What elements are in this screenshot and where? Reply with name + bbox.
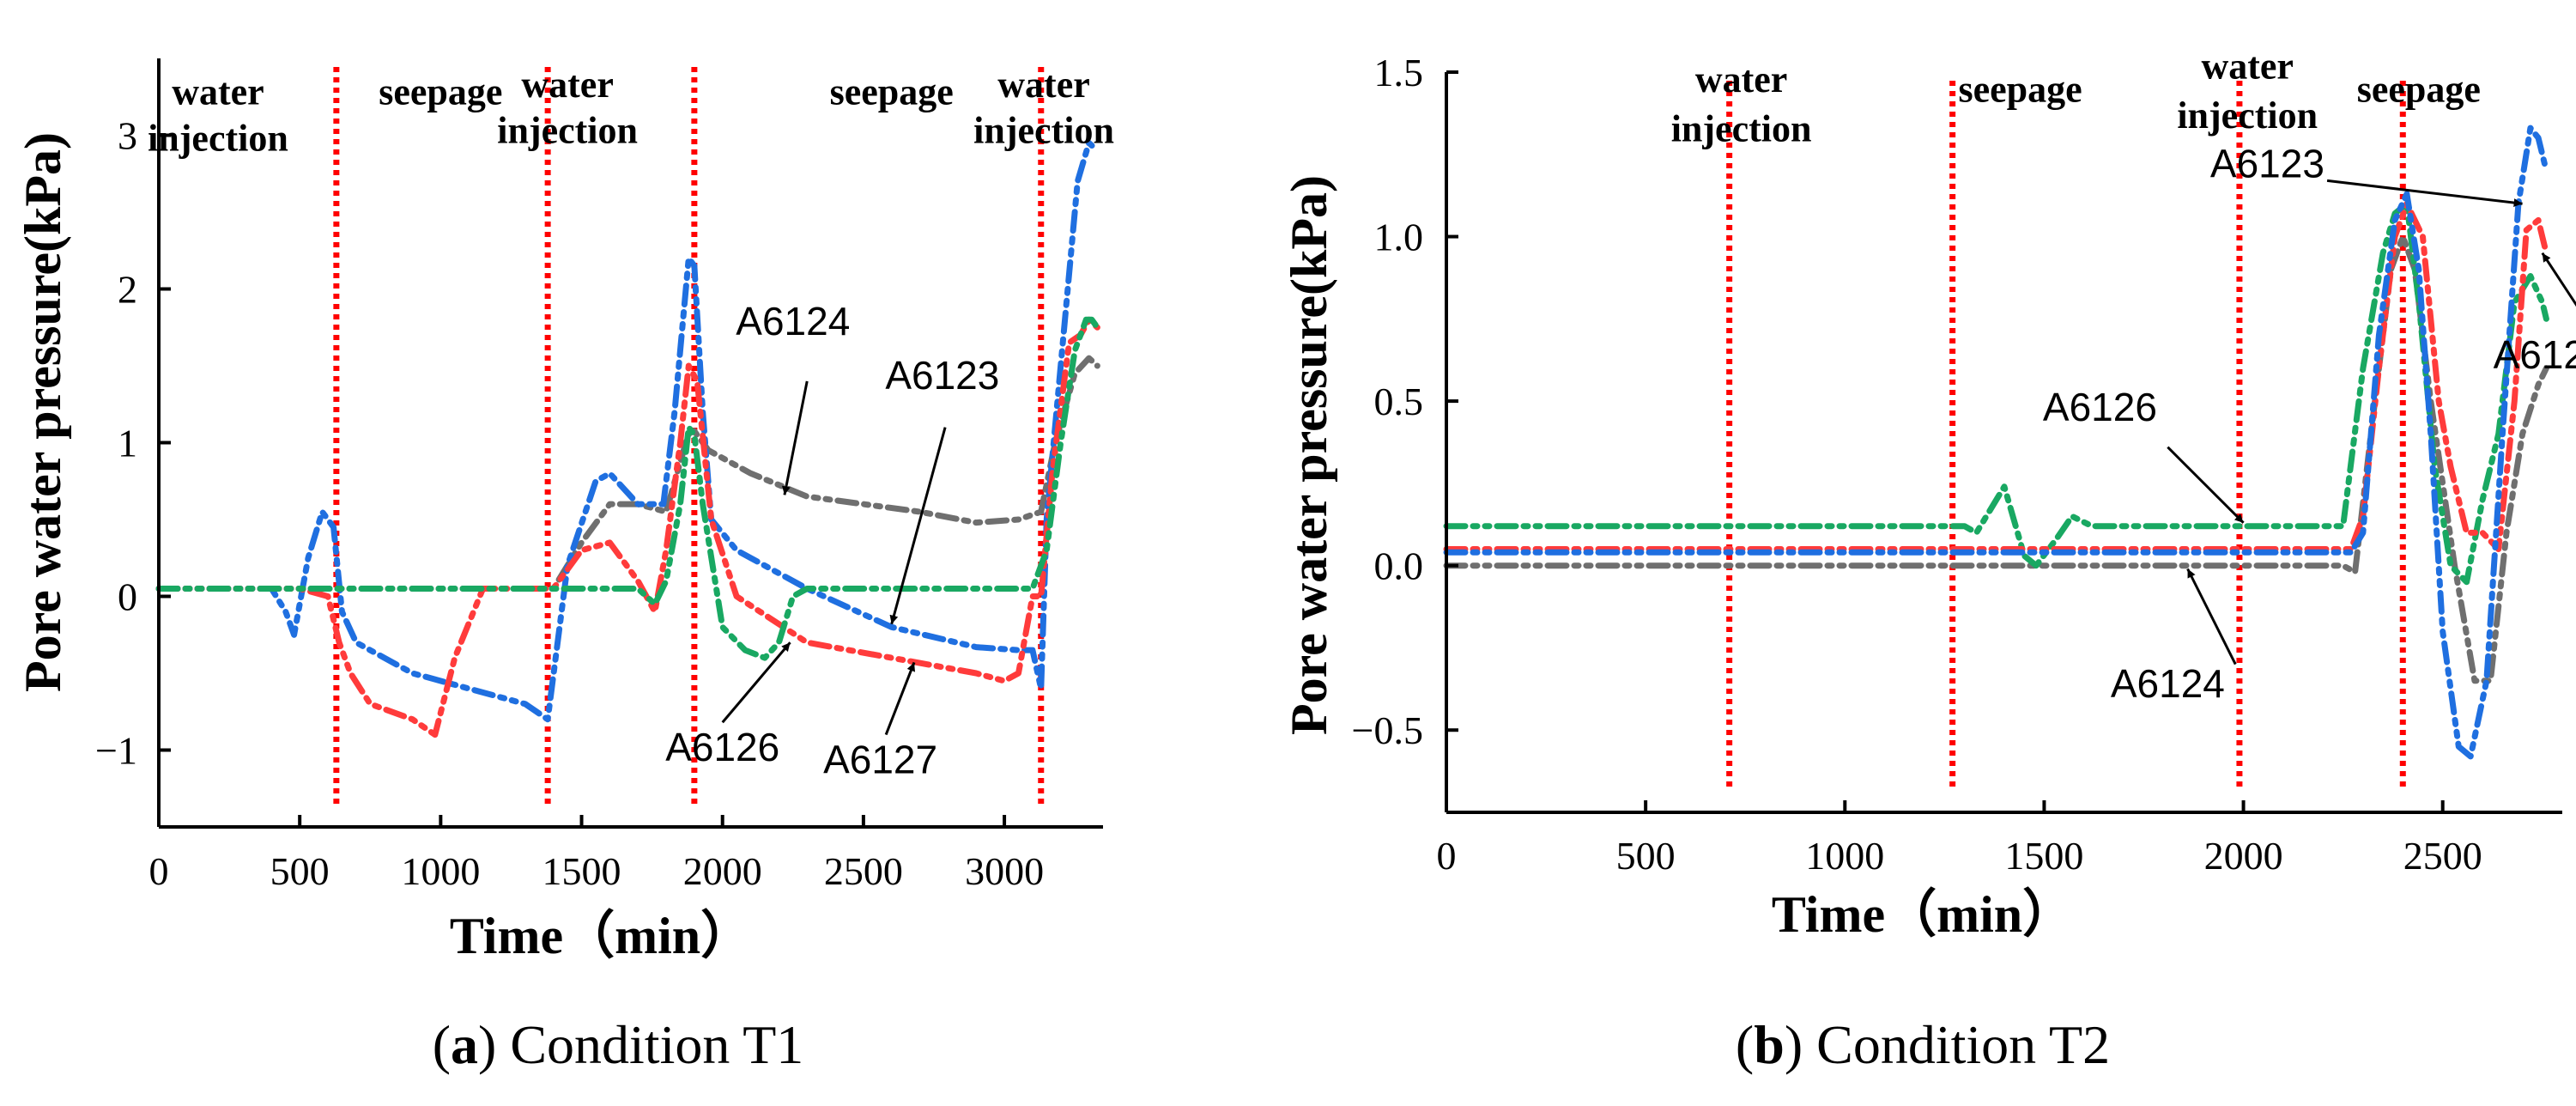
x-tick-label-t1-3000: 3000 [965, 849, 1044, 893]
phase-label-t1-1-1: water [172, 71, 264, 113]
x-axis-title-t1: Time（min） [450, 907, 752, 964]
x-tick-label-t2-500: 500 [1616, 834, 1676, 878]
series-t1 [155, 139, 1100, 738]
tick-labels-t1: 0 500 1000 1500 2000 2500 3000 −1 0 1 2 3 [95, 114, 1044, 894]
tick-labels-t2: 0 500 1000 1500 2000 2500 −0.5 0.0 0.5 1.0 1.5 [1352, 51, 2482, 878]
series-label-a6124-t2: A6124 [2111, 661, 2225, 706]
annotation-arrow-a6123-t2 [2326, 179, 2523, 208]
series-line-a6123-t1 [155, 139, 1100, 723]
series-label-a6126-t1: A6126 [665, 725, 779, 769]
x-tick-label-t2-1500: 1500 [2004, 834, 2083, 878]
annotations-t2: A6123 A6127 A6126 A6124 [2043, 142, 2576, 706]
phase-label-t2-1-2: injection [1671, 107, 1812, 149]
phase-lines-t2 [1726, 81, 2406, 791]
y-tick-label-t2-4: 1.5 [1374, 51, 1424, 94]
phase-label-t1-3-1: water [521, 64, 614, 106]
y-tick-label-t1-4: 3 [118, 114, 137, 158]
chart-panel-t2: 0 500 1000 1500 2000 2500 −0.5 0.0 0.5 1.0 1.5 wat… [1281, 46, 2576, 943]
series-line-a6123-t2 [1443, 125, 2549, 760]
series-t2 [1443, 125, 2549, 760]
x-tick-label-t1-0: 0 [149, 849, 169, 893]
annotation-arrow-a6123-t1 [889, 427, 947, 625]
y-axis-title-t2: Pore water pressure(kPa) [1281, 175, 1337, 735]
y-tick-label-t2-1: 0.0 [1374, 544, 1424, 588]
series-label-a6123-t1: A6123 [885, 353, 999, 398]
x-tick-label-t1-1500: 1500 [542, 849, 621, 893]
phase-label-t2-3-2: injection [2177, 94, 2318, 137]
series-line-a6126-t1 [155, 316, 1100, 661]
x-tick-label-t2-2500: 2500 [2403, 834, 2482, 878]
x-tick-label-t1-2500: 2500 [824, 849, 903, 893]
x-tick-label-t2-2000: 2000 [2204, 834, 2283, 878]
phase-label-t2-2-1: seepage [1958, 68, 2082, 110]
series-label-a6124-t1: A6124 [736, 299, 850, 343]
phase-label-t1-4-1: seepage [830, 71, 954, 113]
caption-a-text: Condition T1 [496, 1014, 803, 1075]
y-tick-label-t1-2: 1 [118, 422, 137, 465]
series-label-a6123-t2: A6123 [2210, 142, 2324, 186]
caption-a-letter: a [451, 1014, 478, 1075]
x-axis-title-t2: Time（min） [1772, 885, 2074, 943]
x-tick-label-t2-1000: 1000 [1805, 834, 1884, 878]
annotation-arrow-a6126-t1 [721, 641, 791, 724]
x-tick-label-t1-1000: 1000 [401, 849, 480, 893]
y-tick-label-t1-3: 2 [118, 268, 137, 312]
phase-label-t1-2-1: seepage [379, 71, 502, 113]
series-label-a6127-t2: A6127 [2494, 332, 2576, 377]
phase-label-t2-4-1: seepage [2357, 68, 2481, 110]
series-label-a6126-t2: A6126 [2043, 385, 2157, 429]
series-line-a6127-t1 [155, 316, 1100, 738]
phase-label-t1-5-2: injection [973, 109, 1114, 151]
phase-labels-t2: water injection seepage water injection seepa… [1671, 46, 2481, 150]
phase-label-t1-3-2: injection [497, 109, 638, 151]
caption-b-letter: b [1754, 1014, 1785, 1075]
y-tick-label-t2-3: 1.0 [1374, 216, 1424, 259]
annotation-arrow-a6127-t1 [884, 661, 916, 736]
phase-label-t2-1-1: water [1695, 58, 1788, 100]
axes-t1 [157, 58, 1103, 829]
annotation-arrow-a6124-t1 [781, 380, 809, 495]
annotation-arrow-a6124-t2 [2186, 568, 2237, 665]
caption-b-text: Condition T2 [1803, 1014, 2110, 1075]
series-label-a6127-t1: A6127 [823, 737, 937, 781]
y-tick-label-t2-0: −0.5 [1352, 708, 1423, 752]
series-line-a6126-t2 [1443, 200, 2549, 586]
x-tick-label-t2-0: 0 [1437, 834, 1457, 878]
phase-label-t2-3-1: water [2201, 46, 2294, 88]
y-tick-label-t1-1: 0 [118, 575, 137, 619]
x-tick-label-t1-2000: 2000 [683, 849, 762, 893]
y-tick-label-t2-2: 0.5 [1374, 380, 1424, 423]
annotations-t1: A6124 A6123 A6126 A6127 [665, 299, 999, 781]
phase-label-t1-1-2: injection [148, 117, 288, 159]
annotation-arrow-a6127-t2 [2541, 252, 2576, 307]
x-tick-label-t1-500: 500 [270, 849, 330, 893]
caption-a: (a) Condition T1 [433, 1014, 804, 1075]
annotation-arrow-a6126-t2 [2167, 446, 2245, 524]
y-axis-title-t1: Pore water pressure(kPa) [15, 132, 71, 692]
y-tick-label-t1-0: −1 [95, 729, 137, 773]
phase-label-t1-5-1: water [997, 64, 1090, 106]
caption-b: (b) Condition T2 [1736, 1014, 2110, 1075]
axes-t2 [1445, 70, 2562, 814]
